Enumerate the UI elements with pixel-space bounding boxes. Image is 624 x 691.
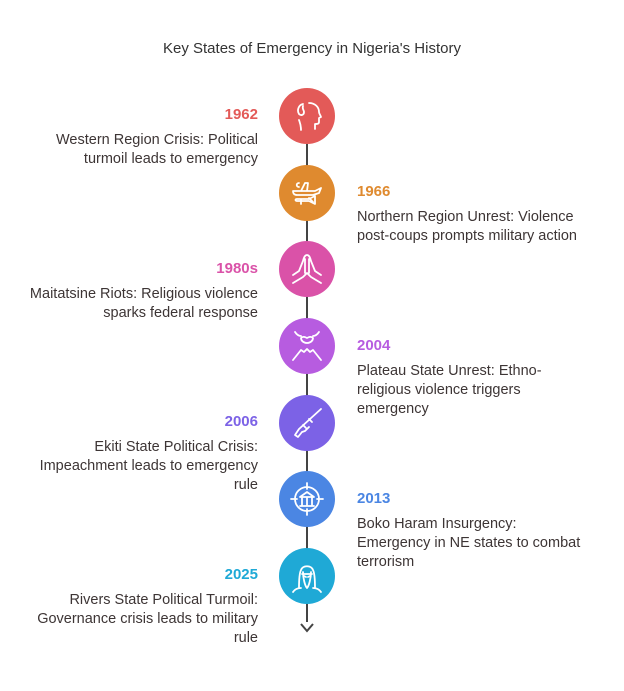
- event-item: 1966 Northern Region Unrest: Violence pos…: [357, 183, 587, 246]
- praying-hands-icon: [292, 254, 322, 284]
- event-description: Western Region Crisis: Political turmoil…: [56, 132, 258, 167]
- event-item: 1980s Maitatsine Riots: Religious violenc…: [28, 260, 258, 323]
- event-item: 2004 Plateau State Unrest: Ethno-religiou…: [357, 337, 587, 419]
- timeline-line: [306, 144, 308, 622]
- event-year: 2006: [224, 413, 258, 430]
- event-circle: [279, 548, 335, 604]
- event-year: 2025: [224, 566, 258, 583]
- arrow-down-icon: [300, 623, 314, 633]
- event-circle: [279, 165, 335, 221]
- event-circle: [279, 241, 335, 297]
- event-description: Maitatsine Riots: Religious violence spa…: [29, 286, 258, 321]
- masked-person-icon: [292, 565, 322, 593]
- event-year: 1966: [357, 183, 391, 200]
- event-year: 1962: [224, 106, 258, 123]
- volcano-eruption-icon: [292, 331, 322, 361]
- event-year: 1980s: [216, 260, 258, 277]
- event-description: Plateau State Unrest: Ethno-religious vi…: [357, 363, 542, 417]
- event-circle: [279, 395, 335, 451]
- head-fire-icon: [297, 102, 322, 131]
- event-year: 2013: [357, 490, 391, 507]
- rifle-icon: [294, 408, 322, 438]
- diagram-title: Key States of Emergency in Nigeria's His…: [163, 40, 461, 57]
- event-year: 2004: [357, 337, 391, 354]
- plane-bomb-icon: [292, 182, 322, 205]
- event-item: 2006 Ekiti State Political Crisis: Impeac…: [28, 413, 258, 495]
- event-circle: [279, 88, 335, 144]
- event-description: Northern Region Unrest: Violence post-co…: [357, 209, 577, 244]
- event-description: Boko Haram Insurgency: Emergency in NE s…: [357, 516, 581, 570]
- event-description: Rivers State Political Turmoil: Governan…: [37, 592, 258, 646]
- event-circle: [279, 318, 335, 374]
- event-description: Ekiti State Political Crisis: Impeachmen…: [39, 439, 258, 493]
- event-circle: [279, 471, 335, 527]
- event-item: 2013 Boko Haram Insurgency: Emergency in …: [357, 490, 587, 572]
- event-item: 1962 Western Region Crisis: Political tur…: [28, 106, 258, 169]
- event-item: 2025 Rivers State Political Turmoil: Gove…: [28, 566, 258, 648]
- targeted-building-icon: [290, 482, 324, 516]
